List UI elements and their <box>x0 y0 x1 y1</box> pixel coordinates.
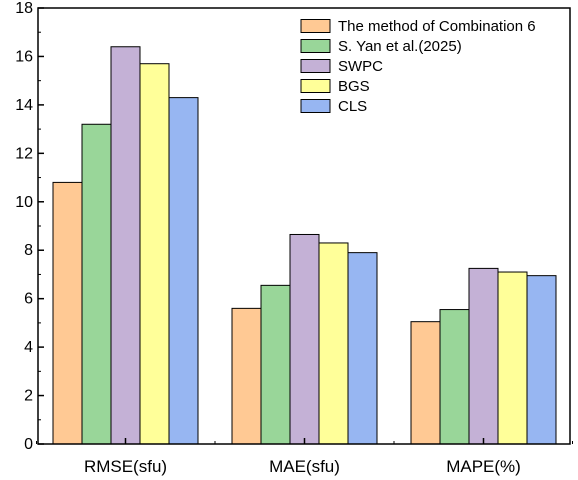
y-tick-label: 10 <box>15 194 33 211</box>
legend-swatch <box>300 99 331 113</box>
y-tick-label: 6 <box>24 291 33 308</box>
y-tick-label: 0 <box>24 436 33 453</box>
legend-label: The method of Combination 6 <box>338 18 536 35</box>
legend-label: S. Yan et al.(2025) <box>338 38 462 55</box>
bar-bgs-mape <box>497 271 528 445</box>
y-tick-label: 14 <box>15 97 33 114</box>
legend-label: BGS <box>338 78 370 95</box>
legend-swatch <box>300 19 331 33</box>
bar-the-method-of-combination-6-mape <box>410 321 441 445</box>
y-tick-label: 12 <box>15 145 33 162</box>
y-tick-label: 16 <box>15 48 33 65</box>
legend-swatch <box>300 59 331 73</box>
x-category-label: RMSE(sfu) <box>84 457 167 476</box>
x-category-label: MAE(sfu) <box>269 457 340 476</box>
bar-group <box>52 46 557 445</box>
legend-label: SWPC <box>338 58 383 75</box>
y-tick-label: 18 <box>15 0 33 17</box>
bar-cls-rmse-sfu <box>168 97 199 445</box>
bar-cls-mae-sfu <box>347 252 378 445</box>
bar-swpc-mae-sfu <box>289 233 320 445</box>
y-tick-label: 8 <box>24 242 33 259</box>
y-axis: 0 2 4 6 8 10 12 14 16 18 <box>15 0 44 453</box>
legend-swatch <box>300 79 331 93</box>
bar-s-yan-et-al-2025-rmse-sfu <box>81 123 112 445</box>
bar-swpc-mape <box>468 267 499 445</box>
y-tick-label: 4 <box>24 339 33 356</box>
x-category-label: MAPE(%) <box>446 457 521 476</box>
legend-swatch <box>300 39 331 53</box>
legend-label: CLS <box>338 98 367 115</box>
y-tick-label: 2 <box>24 388 33 405</box>
bar-the-method-of-combination-6-rmse-sfu <box>52 181 83 445</box>
bar-bgs-rmse-sfu <box>139 63 170 445</box>
bar-bgs-mae-sfu <box>318 242 349 445</box>
bar-s-yan-et-al-2025-mae-sfu <box>260 284 291 445</box>
x-axis: RMSE(sfu) MAE(sfu) MAPE(%) <box>36 438 573 476</box>
legend: The method of Combination 6 S. Yan et al.… <box>300 18 536 115</box>
bar-swpc-rmse-sfu <box>110 46 141 445</box>
bar-the-method-of-combination-6-mae-sfu <box>231 307 262 445</box>
bar-s-yan-et-al-2025-mape <box>439 309 470 445</box>
bar-cls-mape <box>526 275 557 445</box>
